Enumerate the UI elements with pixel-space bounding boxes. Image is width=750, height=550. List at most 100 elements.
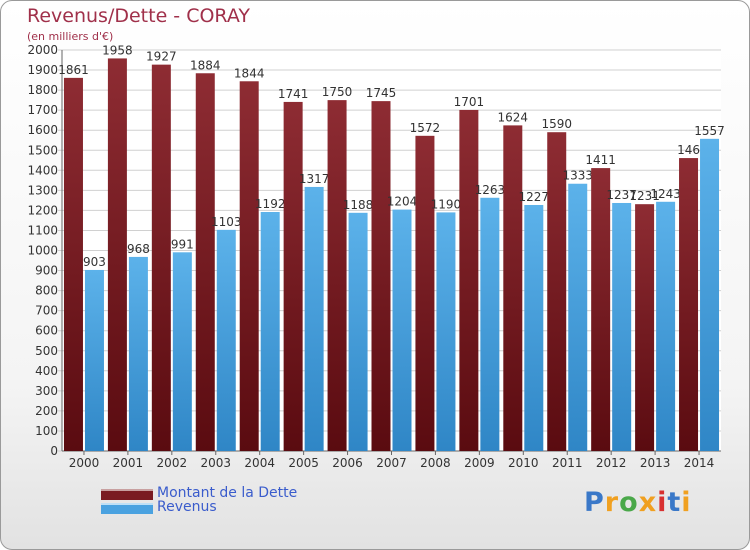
bar-dette: [283, 101, 303, 451]
y-tick-label: 1300: [27, 183, 58, 197]
y-tick-label: 1800: [27, 83, 58, 97]
bar-dette: [679, 158, 699, 451]
logo-letter: x: [638, 487, 658, 518]
chart-subtitle: (en milliers d'€): [27, 30, 114, 43]
bar-revenus: [656, 201, 676, 451]
bar-dette: [107, 58, 127, 452]
data-label-revenus: 1103: [211, 215, 242, 229]
bar-dette: [503, 125, 523, 451]
legend-swatch-dette: [101, 489, 153, 500]
data-label-revenus: 1237: [606, 188, 637, 202]
bar-revenus: [260, 212, 280, 451]
bar-revenus: [348, 212, 368, 451]
x-tick-label: 2008: [420, 456, 451, 470]
y-tick-label: 1700: [27, 103, 58, 117]
x-tick-label: 2014: [684, 456, 715, 470]
x-tick-label: 2010: [508, 456, 539, 470]
data-label-dette: 1741: [278, 87, 309, 101]
bar-revenus: [392, 209, 412, 451]
y-tick-label: 200: [35, 404, 58, 418]
x-tick-label: 2013: [640, 456, 671, 470]
logo-letter: P: [584, 487, 605, 518]
data-label-dette: 1701: [454, 95, 485, 109]
bar-revenus: [524, 204, 544, 451]
bar-revenus: [172, 252, 192, 451]
chart-title: Revenus/Dette - CORAY: [27, 5, 250, 27]
y-tick-label: 1200: [27, 203, 58, 217]
data-label-dette: 1411: [585, 153, 616, 167]
data-label-revenus: 1317: [299, 172, 330, 186]
data-label-revenus: 1243: [650, 187, 681, 201]
bar-revenus: [436, 212, 456, 451]
x-tick-label: 2009: [464, 456, 495, 470]
bar-revenus: [128, 256, 148, 451]
legend-label-dette: Montant de la Dette: [157, 485, 298, 501]
y-tick-label: 1100: [27, 223, 58, 237]
y-tick-label: 700: [35, 304, 58, 318]
data-label-revenus: 1263: [475, 183, 506, 197]
bar-revenus: [480, 197, 500, 451]
y-tick-label: 1900: [27, 63, 58, 77]
bar-dette: [327, 100, 347, 451]
y-tick-label: 800: [35, 284, 58, 298]
x-tick-label: 2001: [113, 456, 144, 470]
data-label-revenus: 1188: [343, 198, 374, 212]
bar-revenus: [700, 138, 720, 451]
logo-letter: i: [681, 487, 692, 518]
y-tick-label: 1600: [27, 123, 58, 137]
x-tick-label: 2006: [332, 456, 363, 470]
data-label-revenus: 1204: [387, 195, 418, 209]
y-tick-label: 500: [35, 344, 58, 358]
bar-revenus: [568, 183, 588, 451]
legend-swatch-revenus: [101, 503, 153, 514]
data-label-revenus: 1227: [519, 190, 550, 204]
bar-dette: [415, 135, 435, 451]
y-tick-label: 600: [35, 324, 58, 338]
proxiti-logo: Proxiti: [584, 487, 692, 518]
data-label-dette: 1861: [58, 63, 89, 77]
data-label-revenus: 991: [171, 237, 194, 251]
bar-revenus: [84, 269, 104, 451]
data-label-dette: 1958: [102, 43, 133, 57]
y-tick-label: 300: [35, 384, 58, 398]
bar-dette: [459, 109, 479, 452]
legend-label-revenus: Revenus: [157, 499, 217, 515]
y-tick-label: 0: [50, 444, 58, 458]
data-label-dette: 1745: [366, 86, 397, 100]
x-tick-label: 2012: [596, 456, 627, 470]
data-label-revenus: 1333: [562, 169, 593, 183]
data-label-dette: 1624: [498, 110, 529, 124]
data-label-revenus: 1190: [431, 197, 462, 211]
bar-dette: [591, 168, 611, 452]
data-label-dette: 1844: [234, 66, 265, 80]
y-tick-label: 400: [35, 364, 58, 378]
logo-letter: t: [667, 487, 682, 518]
y-tick-label: 100: [35, 424, 58, 438]
bar-dette: [371, 101, 391, 451]
data-label-dette: 1590: [541, 117, 572, 131]
data-label-revenus: 968: [127, 242, 150, 256]
x-tick-label: 2007: [376, 456, 407, 470]
x-tick-label: 2005: [288, 456, 319, 470]
data-label-revenus: 903: [83, 255, 106, 269]
x-tick-label: 2002: [157, 456, 188, 470]
data-label-dette: 1750: [322, 85, 353, 99]
bar-dette: [239, 81, 259, 451]
y-tick-label: 900: [35, 264, 58, 278]
logo-letter: i: [657, 487, 668, 518]
bar-dette: [195, 73, 215, 452]
bar-dette: [635, 204, 655, 451]
x-tick-label: 2004: [244, 456, 275, 470]
y-tick-label: 1000: [27, 244, 58, 258]
x-tick-label: 2003: [200, 456, 231, 470]
y-tick-label: 1500: [27, 143, 58, 157]
x-tick-label: 2000: [69, 456, 100, 470]
logo-letter: r: [604, 487, 620, 518]
y-tick-label: 2000: [27, 43, 58, 57]
data-label-dette: 1927: [146, 50, 177, 64]
bar-revenus: [612, 202, 632, 451]
logo-letter: o: [619, 487, 639, 518]
data-label-dette: 1572: [410, 121, 441, 135]
